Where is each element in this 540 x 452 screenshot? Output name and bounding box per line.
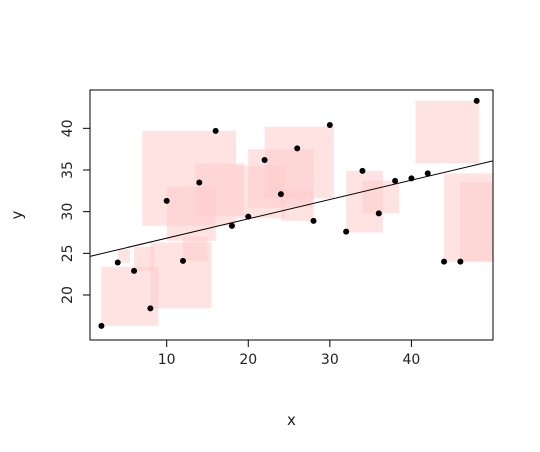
y-tick-label: 30 bbox=[60, 203, 76, 221]
residual-square bbox=[183, 236, 208, 261]
data-point bbox=[147, 305, 154, 312]
data-point bbox=[212, 127, 219, 134]
y-tick-label: 20 bbox=[60, 286, 76, 304]
data-point bbox=[457, 258, 464, 265]
residual-square bbox=[362, 180, 400, 214]
residual-square bbox=[101, 266, 159, 326]
data-point bbox=[245, 213, 252, 220]
regression-line bbox=[90, 160, 493, 257]
data-point bbox=[98, 322, 105, 329]
data-point bbox=[424, 170, 431, 177]
data-point bbox=[375, 210, 382, 217]
data-point bbox=[473, 97, 480, 104]
residual-square bbox=[134, 246, 155, 271]
data-point bbox=[196, 179, 203, 186]
data-point bbox=[408, 175, 415, 182]
residual-squares bbox=[101, 100, 493, 326]
data-point bbox=[343, 228, 350, 235]
x-tick-label: 10 bbox=[158, 352, 176, 368]
residual-square bbox=[460, 182, 493, 262]
data-points bbox=[98, 97, 480, 329]
y-axis-label: y bbox=[8, 210, 26, 219]
y-tick-label: 35 bbox=[60, 161, 76, 179]
data-point bbox=[228, 222, 235, 229]
data-point bbox=[441, 258, 448, 265]
x-axis-label: x bbox=[287, 411, 296, 429]
x-tick-label: 40 bbox=[403, 352, 421, 368]
x-tick-label: 20 bbox=[239, 352, 257, 368]
residual-square bbox=[264, 126, 334, 199]
data-point bbox=[310, 217, 317, 224]
data-point bbox=[180, 257, 186, 264]
data-point bbox=[114, 259, 121, 266]
y-tick-label: 25 bbox=[60, 244, 76, 262]
data-point bbox=[359, 167, 366, 174]
data-point bbox=[294, 145, 301, 152]
data-point bbox=[392, 177, 399, 184]
residual-square bbox=[117, 249, 130, 263]
data-point bbox=[277, 191, 284, 198]
residual-square bbox=[415, 100, 480, 164]
data-point bbox=[131, 267, 138, 274]
data-point bbox=[163, 197, 170, 204]
y-tick-label: 40 bbox=[60, 119, 76, 137]
data-point bbox=[261, 157, 268, 163]
y-axis: 20 25 30 35 40 bbox=[60, 119, 91, 304]
x-axis: 10 20 30 40 bbox=[158, 339, 421, 368]
x-tick-label: 30 bbox=[321, 352, 339, 368]
data-point bbox=[326, 122, 333, 128]
